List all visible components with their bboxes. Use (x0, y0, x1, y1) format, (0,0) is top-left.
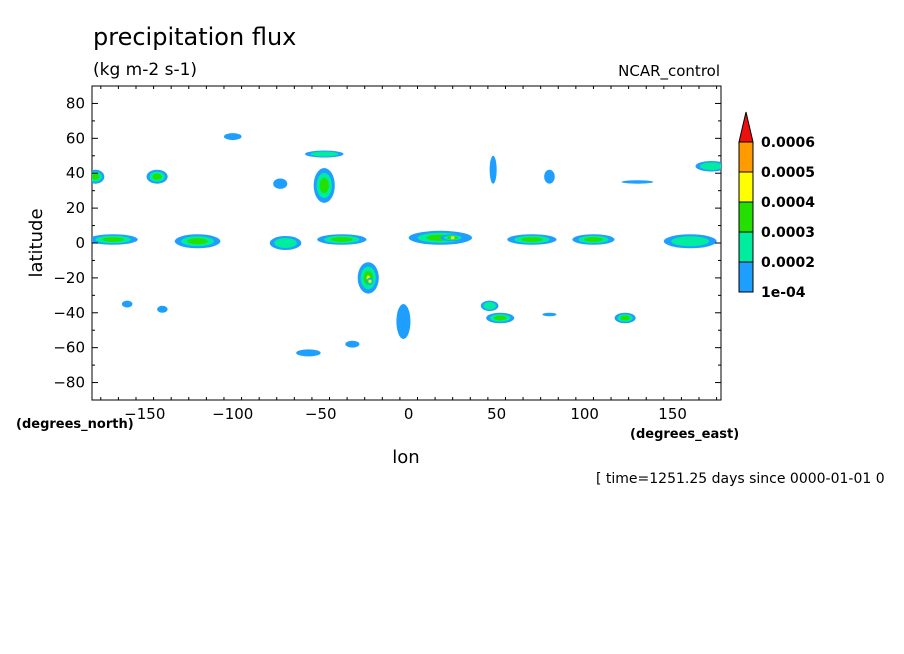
run-label: NCAR_control (618, 62, 720, 81)
feature-southern-cell-4 (157, 305, 168, 313)
contour-n-atlantic-storm-level-2 (319, 177, 329, 194)
contour-nw-pacific-storm-level-2 (92, 173, 100, 180)
feature-c-pacific-itcz (174, 234, 221, 249)
feature-southern-streak (396, 304, 411, 339)
y-tick-label: −40 (53, 304, 85, 322)
feature-s-atlantic-convergence (357, 262, 379, 294)
colorbar-swatch (738, 231, 754, 263)
contour-n-atlantic-band-level-1 (310, 151, 339, 157)
contour-s-atlantic-core-level-3 (368, 279, 372, 283)
contour-indian-itcz-level-2 (521, 237, 543, 242)
x-units-label: (degrees_east) (630, 427, 739, 442)
feature-n-pacific-streak (621, 180, 654, 184)
y-tick-label: 80 (66, 94, 85, 112)
feature-europe-streak (489, 155, 497, 184)
colorbar-swatch (738, 261, 754, 293)
feature-s-indian-convergence (486, 312, 515, 324)
y-tick-label: 40 (66, 164, 85, 182)
contour-southern-streak-level-0 (396, 304, 411, 339)
x-tick-label: −150 (124, 405, 165, 423)
contour-n-pacific-streak-level-0 (621, 180, 654, 184)
contour-s-indian-band-level-1 (483, 302, 496, 310)
contour-southern-cell-3-level-0 (121, 300, 133, 308)
x-axis-label: lon (392, 447, 419, 468)
feature-greenland-cell (223, 133, 242, 141)
y-tick-label: −80 (53, 374, 85, 392)
x-tick-label: 50 (487, 405, 506, 423)
feature-s-indian-band (480, 300, 499, 312)
colorbar-label: 0.0005 (761, 165, 815, 181)
y-tick-label: −20 (53, 269, 85, 287)
contour-indonesia-itcz-level-2 (584, 237, 603, 242)
x-tick-label: 100 (570, 405, 599, 423)
colorbar-label: 0.0006 (761, 135, 815, 151)
contour-southern-cell-level-0 (296, 349, 321, 357)
y-units-label: (degrees_north) (16, 417, 134, 432)
y-tick-label: 20 (66, 199, 85, 217)
feature-southern-cell-5 (542, 312, 557, 317)
feature-nw-pacific-storm (92, 169, 105, 184)
feature-atlantic-itcz (317, 234, 367, 245)
contour-w-pacific-itcz-level-2 (102, 237, 124, 242)
feature-n-atlantic-storm (313, 167, 335, 203)
x-tick-label: −100 (212, 405, 253, 423)
colorbar-swatch (738, 171, 754, 203)
y-tick-label: 60 (66, 129, 85, 147)
contour-southern-cell-5-level-0 (542, 312, 557, 317)
colorbar: 1e-04 0.0002 0.0003 0.0004 0.0005 0.0006 (738, 111, 815, 301)
colorbar-label: 0.0003 (761, 225, 815, 241)
feature-asia-cell (544, 169, 555, 184)
colorbar-swatch (738, 141, 754, 173)
x-tick-label: 0 (404, 405, 414, 423)
feature-indian-itcz (507, 234, 557, 245)
colorbar-label: 0.0004 (761, 195, 815, 211)
colorbar-swatch (738, 201, 754, 233)
contour-s-indian-convergence-level-2 (493, 315, 507, 321)
contour-c-pacific-itcz-level-2 (187, 238, 208, 245)
feature-w-pacific-east-itcz (663, 234, 717, 249)
x-tick-label: −50 (305, 405, 337, 423)
feature-southern-cell-2 (345, 340, 360, 348)
contour-greenland-cell-level-0 (223, 133, 242, 141)
feature-s-pacific-cell (614, 312, 636, 324)
y-axis-ticks: 80 60 40 20 0 −20 −40 −60 −80 (53, 85, 721, 401)
feature-n-pacific-cell (146, 169, 168, 184)
feature-n-pacific-east (695, 161, 721, 172)
feature-n-atlantic-band (304, 150, 344, 158)
contour-southern-cell-4-level-0 (157, 305, 168, 313)
feature-southern-cell-3 (121, 300, 133, 308)
colorbar-label: 1e-04 (761, 285, 806, 301)
time-note: [ time=1251.25 days since 0000-01-01 0 (596, 471, 885, 487)
contour-southern-cell-2-level-0 (345, 340, 360, 348)
precipitation-field (92, 133, 721, 357)
x-tick-label: 150 (658, 405, 687, 423)
y-axis-label: latitude (26, 208, 47, 277)
feature-southern-cell (296, 349, 321, 357)
contour-asia-cell-level-0 (544, 169, 555, 184)
feature-n-america-cell (273, 178, 288, 189)
y-tick-label: −60 (53, 339, 85, 357)
colorbar-overflow-arrow (738, 111, 754, 143)
chart-subtitle: (kg m-2 s-1) (93, 60, 197, 80)
feature-e-pacific-itcz (269, 236, 302, 250)
contour-w-pacific-east-itcz-level-1 (671, 236, 710, 247)
contour-n-pacific-cell-level-2 (152, 173, 162, 180)
feature-indonesia-itcz (572, 234, 615, 245)
contour-africa-core-level-3 (450, 236, 455, 240)
colorbar-label: 0.0002 (761, 255, 815, 271)
feature-s-atlantic-core (366, 277, 374, 285)
contour-n-america-cell-level-0 (273, 178, 288, 189)
contour-atlantic-itcz-level-2 (331, 237, 353, 242)
feature-africa-core (440, 234, 466, 242)
contour-n-pacific-east-level-1 (699, 162, 721, 171)
contour-s-pacific-cell-level-2 (620, 315, 630, 321)
x-axis-ticks: −150 −100 −50 0 50 100 150 (100, 86, 718, 423)
contour-e-pacific-itcz-level-1 (274, 237, 297, 249)
y-tick-label: 0 (75, 234, 85, 252)
contour-europe-streak-level-0 (489, 155, 497, 184)
feature-w-pacific-itcz (92, 234, 138, 245)
chart-title: precipitation flux (93, 23, 296, 51)
